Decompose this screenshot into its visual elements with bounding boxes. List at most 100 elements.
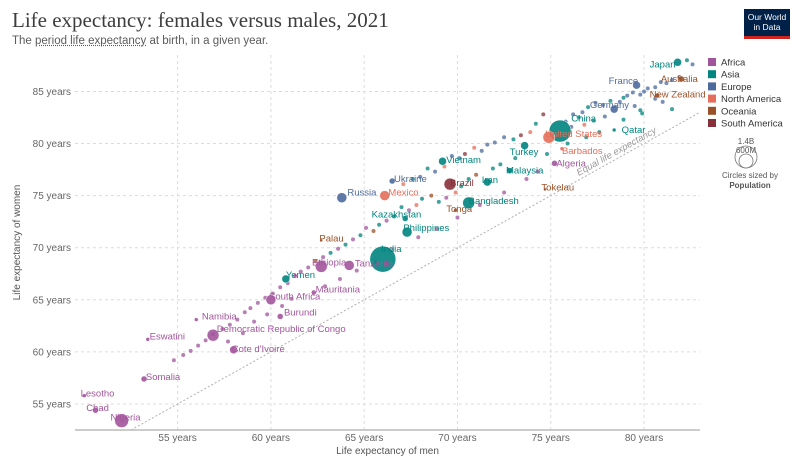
country-label: Namibia — [202, 311, 238, 322]
country-point-france — [632, 80, 641, 90]
country-point — [265, 312, 270, 317]
y-tick-label: 65 years — [33, 295, 71, 306]
country-point — [227, 322, 232, 327]
country-point-eswatini — [145, 337, 151, 342]
country-label: Philippines — [403, 223, 449, 234]
country-point — [248, 306, 253, 311]
country-point — [642, 89, 647, 94]
country-label: Yemen — [286, 270, 315, 281]
country-point — [582, 122, 587, 127]
country-label: Lesotho — [81, 389, 115, 400]
country-label: Bangladesh — [469, 196, 519, 207]
x-tick-label: 55 years — [158, 433, 196, 444]
country-point — [477, 203, 482, 207]
y-tick-label: 60 years — [33, 347, 71, 358]
country-point — [235, 317, 240, 322]
country-point-bangladesh — [462, 196, 475, 210]
legend-label: North America — [721, 94, 782, 105]
country-point — [640, 111, 645, 116]
country-point-qatar — [611, 127, 617, 133]
country-point — [457, 156, 462, 161]
country-point — [384, 218, 389, 223]
country-point — [328, 250, 333, 255]
country-point-tanzania — [344, 260, 355, 271]
country-point-iran — [483, 177, 492, 187]
country-point — [653, 85, 658, 90]
chart-subtitle: The period life expectancy at birth, in … — [12, 35, 268, 47]
country-point — [436, 199, 441, 204]
country-point — [220, 326, 225, 331]
country-point — [593, 100, 598, 105]
country-point — [455, 215, 460, 220]
country-point-ethiopia — [315, 260, 328, 273]
country-point — [565, 141, 570, 146]
legend-swatch — [708, 119, 716, 127]
country-point-ukraine — [388, 177, 396, 185]
country-point — [462, 151, 467, 156]
country-point-yemen — [281, 274, 291, 284]
country-point-barbados — [559, 146, 565, 151]
y-tick-label: 55 years — [33, 399, 71, 410]
size-legend-large-label: 1.4B — [738, 137, 754, 146]
country-point-tokelau — [543, 187, 547, 192]
country-point — [420, 196, 425, 201]
y-tick-label: 85 years — [33, 87, 71, 98]
country-point — [321, 255, 326, 260]
country-point — [597, 130, 602, 135]
country-point — [632, 104, 637, 109]
country-point — [242, 310, 247, 315]
country-point — [289, 296, 294, 301]
country-point — [203, 338, 208, 343]
country-point — [608, 98, 613, 103]
country-point — [406, 208, 411, 213]
country-point — [602, 114, 607, 119]
country-point — [416, 235, 421, 240]
logo-line-1: Our World — [747, 12, 787, 22]
size-legend-caption-bold: Population — [729, 181, 770, 190]
country-point — [399, 205, 404, 210]
country-point — [591, 118, 596, 123]
country-label: Malaysia — [506, 166, 544, 177]
country-point — [434, 226, 439, 231]
country-label: Iran — [482, 175, 498, 186]
country-point — [638, 92, 643, 97]
country-point — [472, 145, 477, 150]
country-point-tonga — [453, 207, 458, 213]
country-point-palau — [319, 238, 324, 243]
country-point-lesotho — [82, 393, 87, 398]
country-label: New Zealand — [650, 90, 706, 101]
owid-logo[interactable]: Our World in Data — [744, 9, 790, 39]
country-point — [410, 176, 415, 181]
country-point-vietnam — [438, 157, 447, 166]
country-label: Algeria — [556, 158, 586, 169]
country-point — [252, 319, 257, 324]
country-point — [196, 343, 201, 348]
country-point — [225, 339, 230, 344]
country-point-cote-d-ivoire — [229, 345, 238, 355]
country-point — [600, 103, 605, 107]
country-point-south-africa — [265, 294, 277, 306]
country-label: Mauritania — [316, 284, 361, 295]
country-label: Tokelau — [541, 182, 574, 193]
country-label: India — [381, 244, 402, 255]
country-label: Eswatini — [150, 331, 185, 342]
country-point — [429, 193, 434, 198]
country-point — [490, 166, 495, 171]
country-label: Japan — [650, 59, 676, 70]
country-point — [541, 112, 546, 117]
country-point — [625, 93, 630, 98]
country-label: Cote d'Ivoire — [232, 344, 285, 355]
legend-swatch — [708, 58, 716, 66]
country-point — [240, 331, 245, 336]
legend-label: Oceania — [721, 106, 757, 117]
country-point — [418, 174, 423, 179]
country-label: United States — [545, 129, 602, 140]
country-point — [630, 90, 635, 95]
country-point-namibia — [194, 317, 199, 322]
period-life-expectancy-link[interactable]: period life expectancy — [35, 35, 147, 47]
country-point — [513, 156, 518, 161]
legend-swatch — [708, 106, 716, 115]
country-point-somalia — [140, 375, 148, 383]
country-point — [358, 233, 363, 238]
country-point — [545, 151, 550, 156]
